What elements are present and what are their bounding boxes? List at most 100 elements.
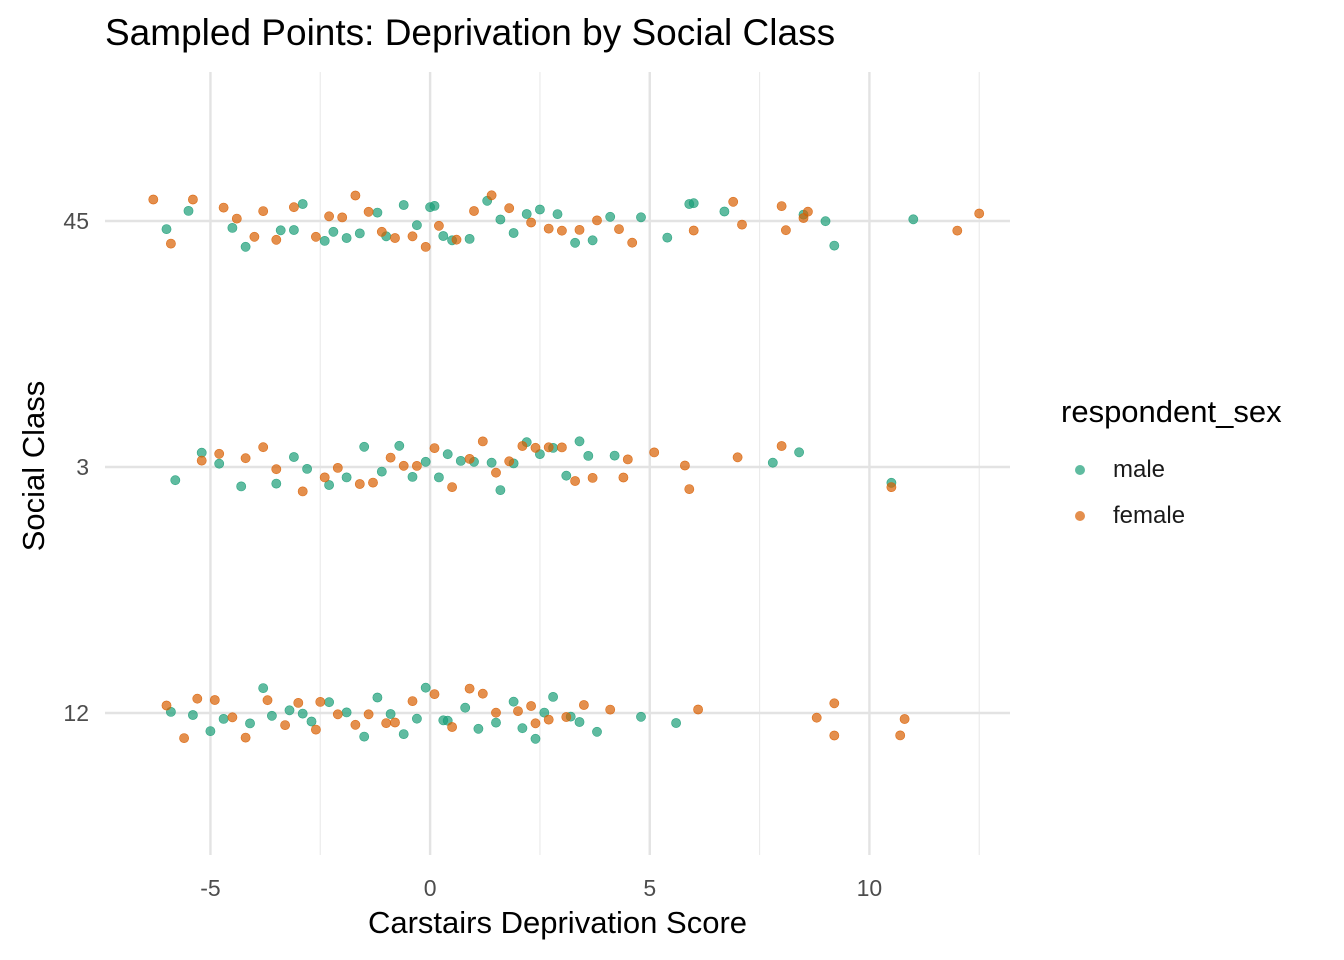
point-male	[284, 705, 295, 716]
x-tick-label: 0	[424, 875, 437, 901]
point-female	[587, 472, 598, 483]
point-female	[649, 447, 660, 458]
point-male	[187, 710, 198, 720]
point-female	[579, 700, 589, 710]
point-female	[332, 462, 343, 473]
point-female	[530, 718, 541, 729]
point-male	[767, 457, 778, 468]
point-male	[508, 696, 519, 707]
point-female	[376, 226, 387, 237]
point-female	[271, 464, 282, 475]
point-female	[240, 732, 251, 743]
point-female	[385, 452, 396, 463]
point-male	[539, 707, 550, 718]
point-female	[464, 683, 475, 694]
point-male	[236, 481, 247, 492]
point-male	[324, 697, 334, 708]
point-male	[464, 233, 475, 244]
point-female	[627, 237, 638, 248]
point-male	[829, 240, 840, 251]
point-male	[372, 692, 383, 703]
point-female	[354, 479, 365, 489]
point-female	[811, 712, 822, 723]
point-female	[363, 206, 374, 217]
point-female	[693, 704, 703, 715]
point-female	[504, 456, 515, 467]
point-female	[249, 231, 260, 242]
point-female	[363, 709, 374, 720]
point-male	[570, 237, 580, 248]
point-female	[319, 472, 330, 483]
point-female	[429, 689, 440, 699]
point-female	[350, 719, 361, 730]
point-female	[513, 706, 523, 716]
point-female	[557, 442, 567, 453]
point-male	[719, 206, 730, 217]
point-female	[728, 196, 739, 207]
point-female	[381, 718, 392, 728]
point-male	[433, 472, 444, 483]
point-female	[231, 213, 242, 224]
point-female	[390, 233, 400, 243]
point-male	[495, 214, 506, 225]
point-female	[262, 695, 273, 706]
point-male	[288, 452, 299, 462]
point-layer	[148, 190, 985, 744]
x-tick-label: 10	[857, 875, 883, 901]
point-male	[605, 211, 616, 222]
point-male	[319, 235, 330, 246]
point-female	[543, 223, 554, 234]
point-female	[161, 700, 172, 711]
point-female	[737, 219, 747, 230]
point-female	[337, 212, 348, 223]
point-female	[258, 442, 269, 453]
point-male	[398, 729, 409, 739]
point-female	[258, 206, 269, 216]
point-female	[368, 477, 378, 488]
point-male	[341, 472, 352, 483]
point-male	[205, 726, 216, 736]
legend-key-female	[1075, 511, 1085, 521]
point-female	[543, 714, 554, 725]
point-female	[561, 712, 572, 722]
point-female	[829, 730, 840, 741]
point-male	[574, 436, 585, 447]
point-female	[187, 194, 198, 205]
point-female	[803, 206, 813, 217]
legend-label-female: female	[1113, 502, 1186, 529]
point-female	[781, 225, 791, 236]
y-tick-label: 45	[63, 208, 89, 234]
point-female	[179, 733, 189, 743]
point-female	[952, 225, 963, 236]
point-male	[372, 207, 383, 218]
point-male	[671, 718, 681, 728]
point-female	[332, 709, 343, 720]
point-male	[908, 214, 919, 225]
point-female	[288, 202, 299, 213]
point-male	[636, 711, 646, 722]
point-female	[420, 241, 431, 252]
point-female	[605, 704, 616, 715]
point-female	[148, 194, 159, 205]
point-male	[183, 205, 194, 216]
tick-layer: -5 0 5 10 12 3 45	[63, 208, 882, 901]
point-female	[688, 225, 699, 236]
point-male	[266, 710, 277, 721]
point-female	[622, 454, 633, 465]
point-female	[165, 238, 176, 249]
point-male	[359, 441, 370, 452]
point-male	[411, 713, 422, 724]
point-female	[530, 442, 541, 453]
point-male	[508, 228, 519, 238]
point-male	[688, 198, 699, 209]
point-male	[442, 449, 453, 460]
point-male	[341, 707, 352, 718]
x-tick-label: -5	[200, 875, 220, 901]
legend-title: respondent_sex	[1061, 394, 1282, 429]
point-male	[473, 723, 484, 734]
point-female	[451, 234, 462, 245]
point-female	[429, 443, 440, 453]
point-female	[592, 215, 602, 226]
chart-title: Sampled Points: Deprivation by Social Cl…	[105, 12, 836, 53]
